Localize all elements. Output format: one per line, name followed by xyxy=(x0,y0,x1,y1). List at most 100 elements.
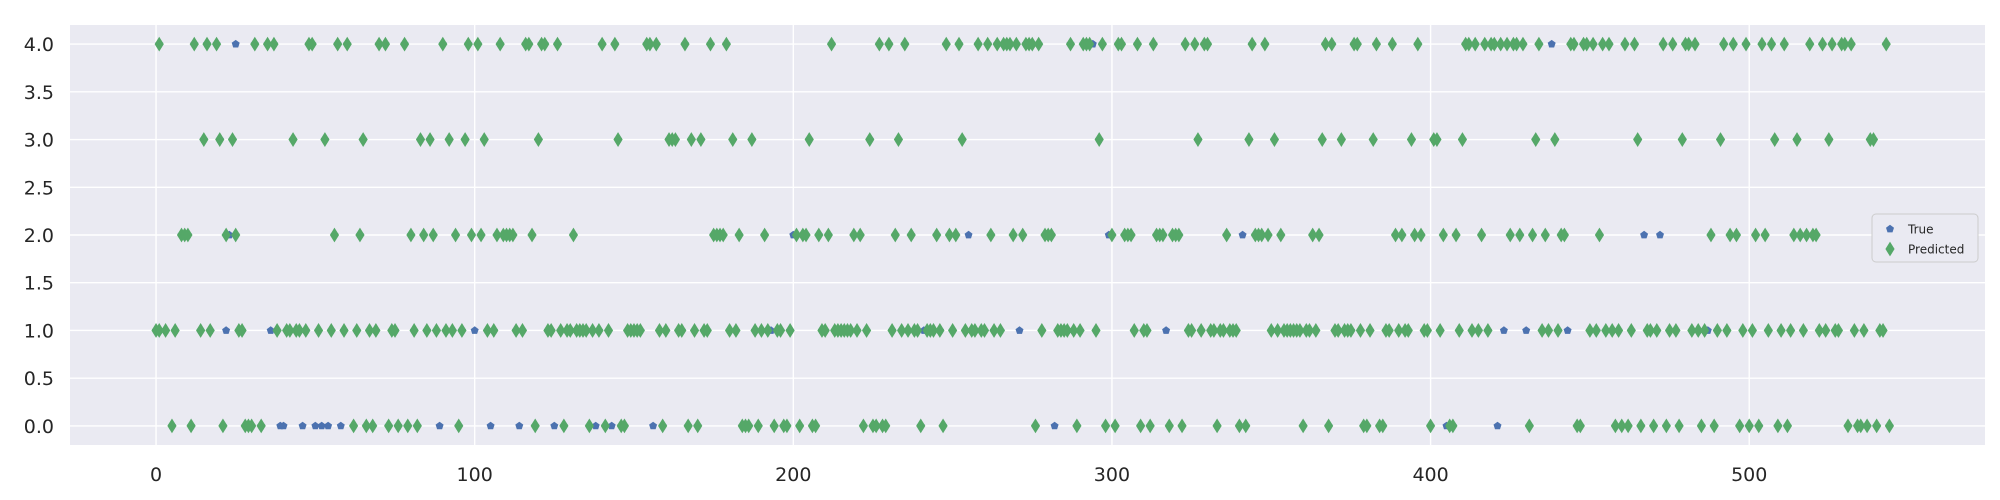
predicted-point xyxy=(702,323,712,338)
predicted-point xyxy=(995,323,1006,338)
predicted-point xyxy=(753,418,763,434)
predicted-point xyxy=(1652,323,1662,338)
legend-true-marker xyxy=(1886,224,1894,233)
predicted-point xyxy=(948,323,958,338)
predicted-point xyxy=(450,227,461,243)
predicted-point xyxy=(1231,323,1241,338)
predicted-point xyxy=(419,227,429,243)
predicted-point xyxy=(1257,227,1267,243)
predicted-point xyxy=(1868,132,1879,147)
predicted-point xyxy=(1884,418,1895,434)
predicted-point xyxy=(380,36,391,52)
predicted-point xyxy=(670,132,681,147)
predicted-point xyxy=(1598,36,1608,52)
true-point xyxy=(1162,326,1171,334)
predicted-point xyxy=(412,418,422,434)
predicted-point xyxy=(1846,36,1856,52)
predicted-point xyxy=(1046,227,1056,243)
predicted-point xyxy=(1728,36,1738,52)
predicted-point xyxy=(460,132,470,147)
predicted-point xyxy=(409,323,419,338)
predicted-point xyxy=(1645,323,1656,338)
predicted-point xyxy=(1483,323,1493,338)
predicted-point xyxy=(160,323,171,338)
predicted-point xyxy=(1582,36,1592,52)
predicted-point xyxy=(1273,323,1283,338)
predicted-point xyxy=(651,36,661,52)
predicted-point xyxy=(654,323,665,338)
predicted-point xyxy=(1674,418,1684,434)
predicted-point xyxy=(826,36,837,52)
predicted-point xyxy=(1218,323,1229,338)
predicted-point xyxy=(527,227,537,243)
predicted-point xyxy=(1690,36,1700,52)
predicted-point xyxy=(1413,36,1423,52)
predicted-point xyxy=(1186,323,1197,338)
true-point xyxy=(470,326,479,334)
predicted-point xyxy=(1766,36,1777,52)
true-point xyxy=(222,326,231,334)
predicted-point xyxy=(199,132,209,147)
predicted-point xyxy=(1062,323,1072,338)
predicted-point xyxy=(1269,132,1280,147)
predicted-point xyxy=(441,323,451,338)
true-point xyxy=(1493,421,1502,430)
predicted-point xyxy=(368,418,378,434)
predicted-point xyxy=(1591,323,1601,338)
predicted-point xyxy=(489,323,499,338)
legend-box xyxy=(1871,213,1979,263)
predicted-point xyxy=(1559,227,1570,243)
predicted-point xyxy=(1569,36,1579,52)
predicted-point xyxy=(619,418,630,434)
x-tick-label: 400 xyxy=(1412,464,1448,486)
predicted-point xyxy=(951,227,961,243)
predicted-point xyxy=(849,227,859,243)
predicted-point xyxy=(871,418,881,434)
y-tick-label: 1.5 xyxy=(24,273,54,295)
predicted-point xyxy=(696,132,706,147)
predicted-point xyxy=(1387,36,1397,52)
predicted-point xyxy=(1174,227,1184,243)
predicted-point xyxy=(313,323,324,338)
predicted-point xyxy=(1709,418,1719,434)
predicted-point xyxy=(1406,132,1417,147)
predicted-point xyxy=(791,227,802,243)
predicted-point xyxy=(1180,36,1190,52)
predicted-point xyxy=(1100,418,1111,434)
predicted-point xyxy=(1129,323,1139,338)
predicted-point xyxy=(957,132,967,147)
predicted-point xyxy=(403,418,413,434)
predicted-point xyxy=(307,36,317,52)
predicted-point xyxy=(960,323,970,338)
true-point xyxy=(964,230,973,239)
predicted-point xyxy=(559,418,569,434)
predicted-point xyxy=(728,132,738,147)
predicted-point xyxy=(447,323,457,338)
predicted-point xyxy=(1308,227,1318,243)
predicted-point xyxy=(1037,323,1047,338)
predicted-point xyxy=(355,227,365,243)
predicted-point xyxy=(944,227,955,243)
predicted-point xyxy=(1594,227,1605,243)
predicted-point xyxy=(371,323,381,338)
predicted-point xyxy=(466,227,477,243)
predicted-point xyxy=(893,132,904,147)
x-tick-label: 100 xyxy=(457,464,493,486)
predicted-point xyxy=(1684,36,1694,52)
predicted-point xyxy=(517,323,528,338)
predicted-point xyxy=(361,418,371,434)
predicted-point xyxy=(1304,323,1315,338)
predicted-point xyxy=(1454,323,1464,338)
predicted-point xyxy=(823,227,833,243)
predicted-point xyxy=(479,132,489,147)
predicted-point xyxy=(1779,36,1789,52)
predicted-point xyxy=(1448,418,1458,434)
predicted-point xyxy=(731,323,741,338)
predicted-point xyxy=(795,418,805,434)
predicted-point xyxy=(769,418,779,434)
predicted-point xyxy=(1416,227,1426,243)
predicted-point xyxy=(689,323,700,338)
true-point xyxy=(279,421,288,430)
true-point xyxy=(311,421,320,430)
